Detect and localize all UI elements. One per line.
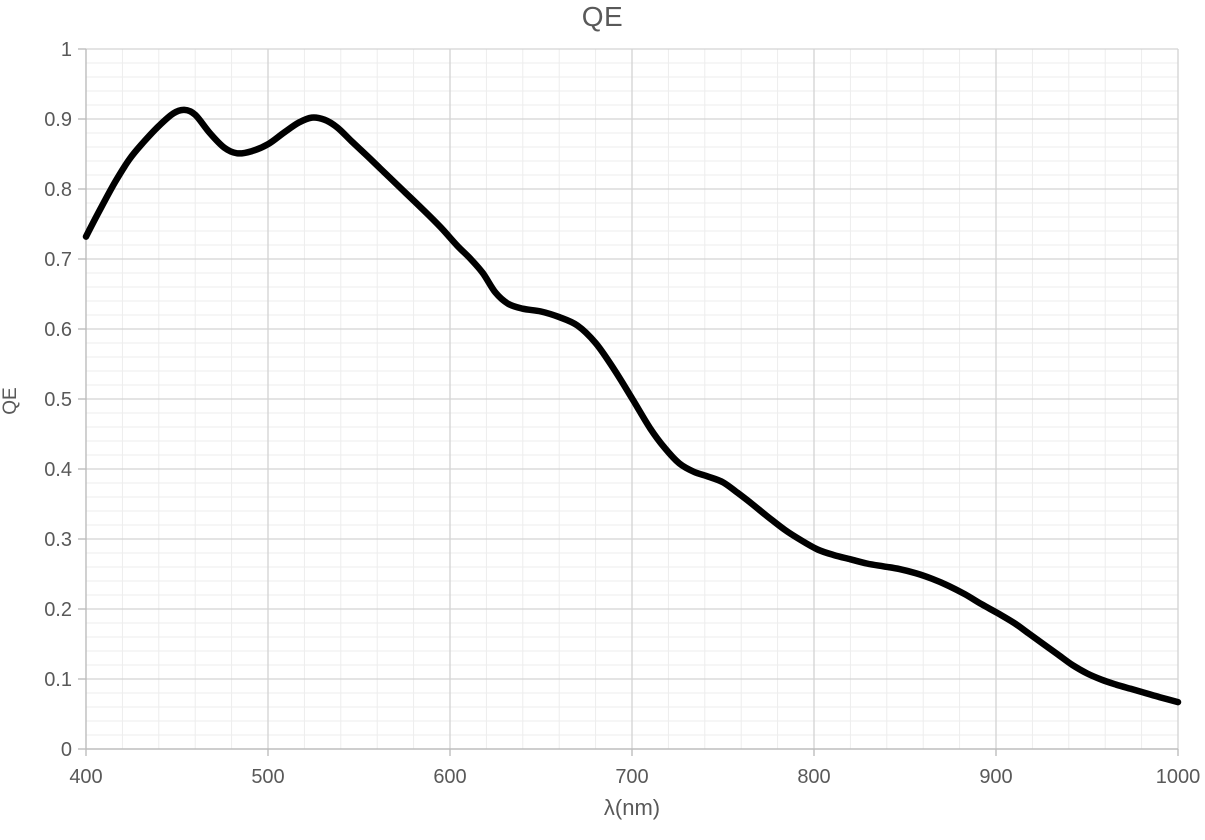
y-tick-label: 0 bbox=[61, 739, 72, 761]
x-tick-label: 600 bbox=[433, 766, 466, 788]
y-tick-label: 0.5 bbox=[44, 389, 72, 411]
x-tick-label: 700 bbox=[615, 766, 648, 788]
y-tick-label: 0.6 bbox=[44, 319, 72, 341]
y-tick-label: 0.3 bbox=[44, 529, 72, 551]
y-tick-label: 0.2 bbox=[44, 599, 72, 621]
y-tick-label: 0.1 bbox=[44, 669, 72, 691]
y-tick-label: 0.8 bbox=[44, 179, 72, 201]
y-tick-label: 0.7 bbox=[44, 249, 72, 271]
y-tick-label: 0.4 bbox=[44, 459, 72, 481]
x-tick-label: 800 bbox=[797, 766, 830, 788]
x-tick-label: 900 bbox=[979, 766, 1012, 788]
chart-title: QE bbox=[581, 1, 624, 32]
x-tick-label: 1000 bbox=[1156, 766, 1201, 788]
x-axis-title: λ(nm) bbox=[603, 795, 661, 820]
y-tick-label: 0.9 bbox=[44, 109, 72, 131]
x-tick-label: 500 bbox=[251, 766, 284, 788]
y-axis-title: QE bbox=[0, 387, 21, 415]
qe-curve bbox=[82, 106, 1182, 706]
y-tick-label: 1 bbox=[61, 39, 72, 61]
x-tick-label: 400 bbox=[69, 766, 102, 788]
